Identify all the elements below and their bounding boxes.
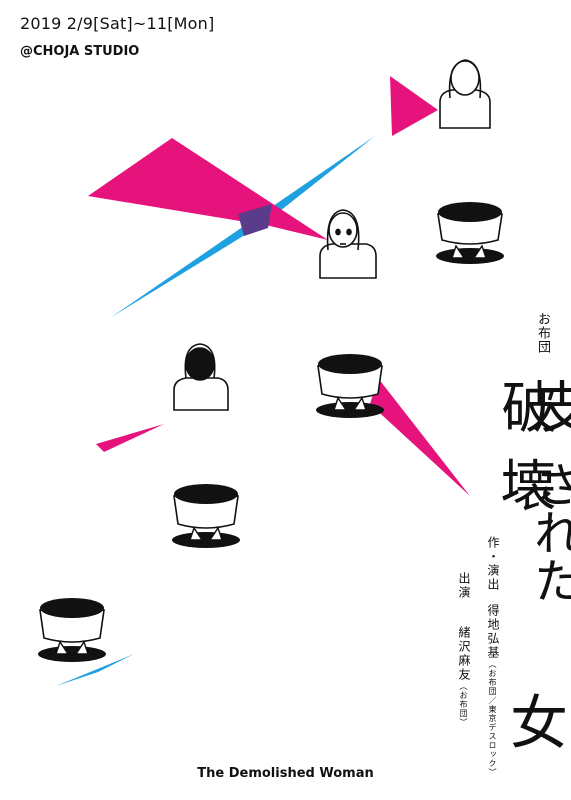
cyan-beam-bottom (56, 654, 134, 686)
director-affiliation: （お布団／東京デスロック） (488, 660, 497, 777)
cast-name: 緒沢麻友 (457, 626, 471, 682)
performance-date: 2019 2/9[Sat]~11[Mon] (20, 14, 215, 33)
futon-figure-a (436, 202, 504, 264)
girl-figure-top (439, 59, 491, 129)
futon-figure-c (172, 484, 240, 548)
magenta-cone-right (390, 76, 438, 136)
futon-figure-d (38, 598, 106, 662)
direction-label: 作・演出 (486, 536, 500, 592)
title-chars-4: された (525, 460, 571, 604)
magenta-beam-top (88, 138, 328, 240)
futon-figure-b (316, 354, 384, 418)
venue-name: @CHOJA STUDIO (20, 44, 140, 59)
title-char-2: 皮 (523, 378, 571, 434)
cast-label: 出演 (457, 572, 471, 600)
cast-affiliation: （お布団） (459, 682, 468, 727)
title-char-1: 破 (492, 378, 557, 434)
girl-figure-back (173, 343, 229, 411)
title-char-5: 女 (500, 692, 568, 750)
beam-overlap (238, 204, 272, 236)
company-name: お布団 (535, 312, 550, 354)
girl-figure-center (319, 209, 377, 279)
title-char-3: 壊 (491, 456, 556, 512)
magenta-beam-left (96, 424, 164, 452)
director-name: 得地弘基 (486, 604, 500, 660)
english-title: The Demolished Woman (197, 766, 374, 781)
magenta-beam-middle (370, 378, 470, 496)
